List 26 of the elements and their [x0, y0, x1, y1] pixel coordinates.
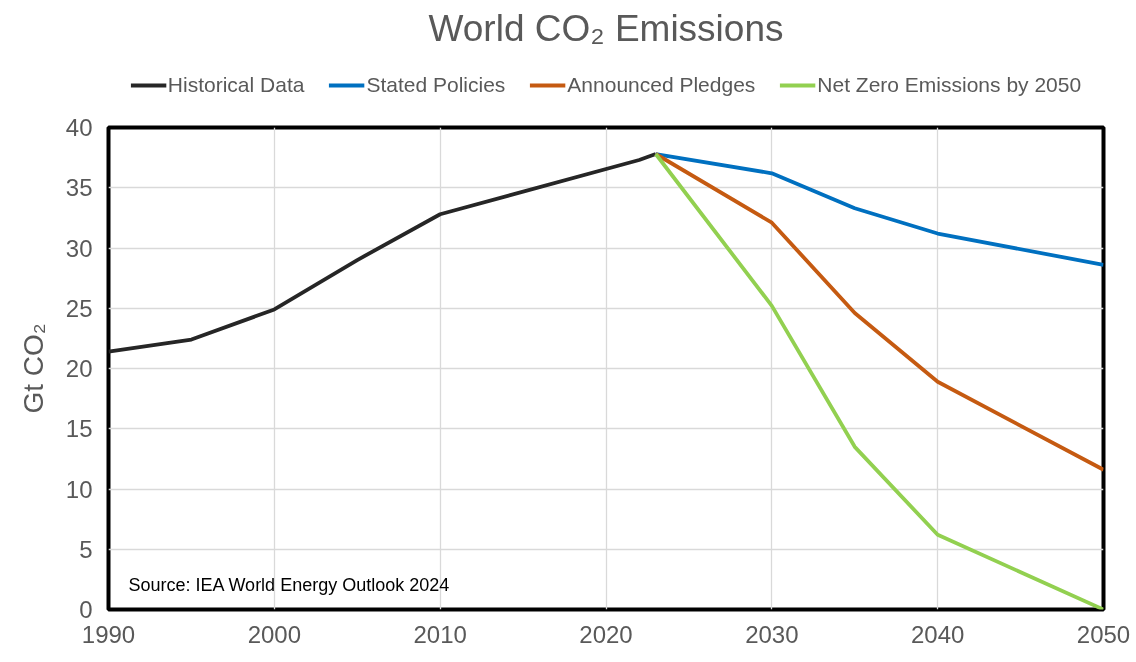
y-tick-label: 15 — [65, 415, 93, 443]
line-series — [653, 152, 1104, 267]
y-tick-label: 35 — [65, 174, 93, 202]
x-tick-label: 2030 — [745, 620, 799, 648]
y-tick-label: 0 — [79, 596, 93, 623]
line-series — [653, 152, 1104, 610]
y-tick-label: 30 — [65, 234, 93, 262]
legend-label: Stated Policies — [366, 73, 506, 97]
legend-label: Net Zero Emissions by 2050 — [817, 73, 1082, 97]
x-tick-label: 2050 — [1076, 620, 1131, 648]
x-tick-label: 2020 — [579, 620, 633, 648]
annotation: Source: IEA World Energy Outlook 2024 — [128, 575, 450, 596]
x-tick-label: 2040 — [910, 620, 965, 648]
x-tick-label: 2010 — [413, 620, 467, 648]
x-tick-label: 2000 — [247, 620, 302, 648]
legend-label: Announced Pledges — [567, 73, 756, 97]
y-tick-label: 20 — [65, 355, 93, 382]
y-tick-label: 25 — [65, 294, 93, 322]
legend-label: Historical Data — [167, 73, 305, 97]
y-axis-title: Gt CO₂ — [17, 323, 49, 414]
y-tick-label: 10 — [65, 475, 93, 503]
chart-title: World CO₂ Emissions — [428, 7, 784, 49]
x-tick-label: 1990 — [81, 620, 136, 648]
y-tick-label: 5 — [79, 535, 93, 563]
y-tick-label: 40 — [65, 114, 93, 141]
line-series — [108, 152, 658, 354]
